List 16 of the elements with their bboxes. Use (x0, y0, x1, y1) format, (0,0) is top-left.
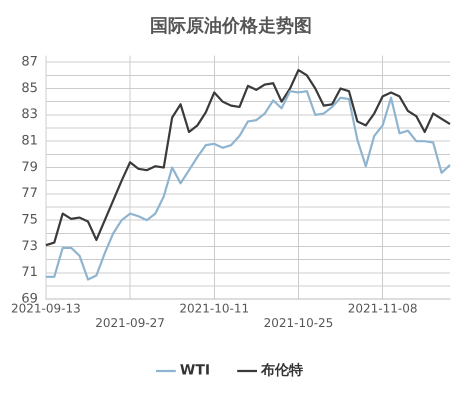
y-tick-label: 81 (21, 134, 38, 149)
x-tick-label: 2021-10-25 (264, 316, 334, 330)
legend-label: 布伦特 (260, 362, 304, 379)
y-tick-label: 83 (21, 107, 38, 122)
y-tick-label: 85 (21, 80, 38, 96)
y-tick-label: 71 (21, 265, 38, 280)
y-tick-label: 75 (21, 212, 38, 228)
y-tick-label: 77 (21, 186, 38, 202)
x-tick-label: 2021-09-27 (95, 316, 165, 330)
y-tick-label: 79 (21, 160, 38, 175)
legend-label: WTI (180, 362, 210, 379)
x-tick-label: 2021-11-08 (348, 302, 418, 316)
y-tick-label: 73 (21, 238, 38, 254)
chart-title: 国际原油价格走势图 (150, 15, 312, 36)
y-tick-label: 87 (21, 54, 38, 70)
x-tick-label: 2021-10-11 (179, 302, 250, 316)
